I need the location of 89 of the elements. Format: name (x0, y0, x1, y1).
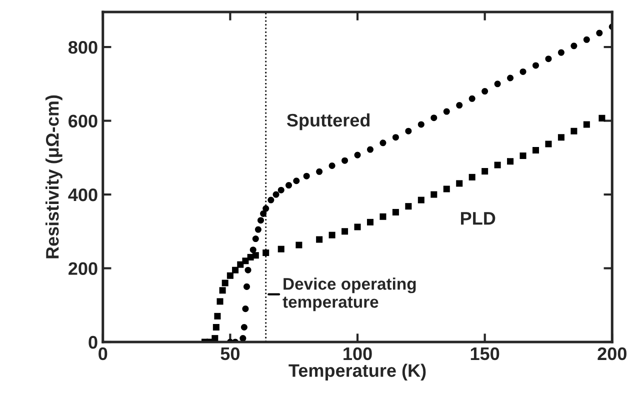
point (468, 95, 476, 102)
point (456, 180, 463, 187)
point (520, 152, 526, 160)
point (254, 226, 262, 233)
point (240, 335, 246, 342)
ref-line-label: Device operating temperature (282, 278, 416, 312)
point (494, 80, 501, 88)
point (328, 162, 336, 170)
point (430, 191, 438, 198)
x-axis-title: Temperature (K) (288, 364, 426, 381)
point (570, 128, 578, 134)
point (558, 49, 564, 56)
point (482, 168, 488, 175)
point (278, 186, 284, 194)
point (316, 168, 323, 175)
point (596, 30, 603, 36)
point (405, 128, 412, 134)
x-tick-label: 0 (98, 347, 108, 360)
x-tick-label: 100 (344, 347, 372, 360)
point (430, 114, 438, 122)
point (286, 182, 292, 189)
point (532, 147, 540, 154)
point (342, 157, 348, 164)
point (392, 208, 399, 216)
point (242, 306, 249, 312)
point (216, 298, 224, 305)
point (507, 158, 514, 165)
point (226, 272, 234, 279)
point (558, 134, 564, 141)
point (268, 196, 274, 204)
y-axis-title: Resistivity (μΩ-cm) (46, 95, 62, 258)
y-tick-label: 0 (88, 336, 98, 349)
point (443, 186, 450, 192)
point (494, 162, 501, 168)
point (366, 218, 374, 226)
point (262, 250, 270, 256)
point (532, 62, 540, 69)
point (583, 121, 590, 128)
point (316, 236, 323, 243)
point (222, 280, 228, 286)
y-tick-label: 400 (68, 188, 98, 202)
point (366, 146, 374, 153)
point (250, 246, 256, 254)
point (405, 203, 412, 210)
point (252, 252, 259, 259)
point (212, 335, 218, 342)
y-tick-label: 800 (68, 40, 98, 54)
point (219, 287, 226, 294)
point (303, 172, 310, 180)
point (418, 121, 424, 128)
point (278, 246, 284, 252)
series-label: PLD (461, 212, 496, 225)
point (418, 196, 424, 204)
point (328, 232, 336, 238)
point (443, 108, 450, 115)
point (468, 174, 476, 180)
point (272, 191, 280, 198)
point (456, 102, 463, 109)
point (392, 134, 399, 141)
point (545, 140, 552, 148)
point (342, 228, 348, 235)
point (214, 312, 221, 320)
series-label: Sputtered (286, 113, 370, 130)
point (232, 266, 239, 274)
point (545, 56, 552, 62)
point (598, 114, 606, 122)
point (293, 178, 300, 184)
point (380, 213, 386, 220)
point (354, 152, 361, 158)
x-tick-label: 150 (470, 347, 500, 360)
x-tick-label: 200 (598, 347, 626, 360)
y-tick-label: 600 (68, 114, 98, 128)
point (252, 236, 259, 242)
point (240, 324, 248, 331)
point (570, 42, 578, 50)
point (212, 324, 220, 331)
point (296, 242, 302, 248)
point (583, 36, 590, 43)
point (243, 283, 250, 290)
x-tick-label: 50 (220, 347, 240, 360)
point (520, 68, 526, 75)
point (380, 140, 386, 146)
point (242, 258, 249, 264)
point (507, 74, 514, 82)
point (482, 88, 488, 95)
point (244, 266, 252, 274)
point (257, 217, 264, 224)
point (354, 224, 361, 230)
y-tick-label: 200 (68, 262, 98, 275)
